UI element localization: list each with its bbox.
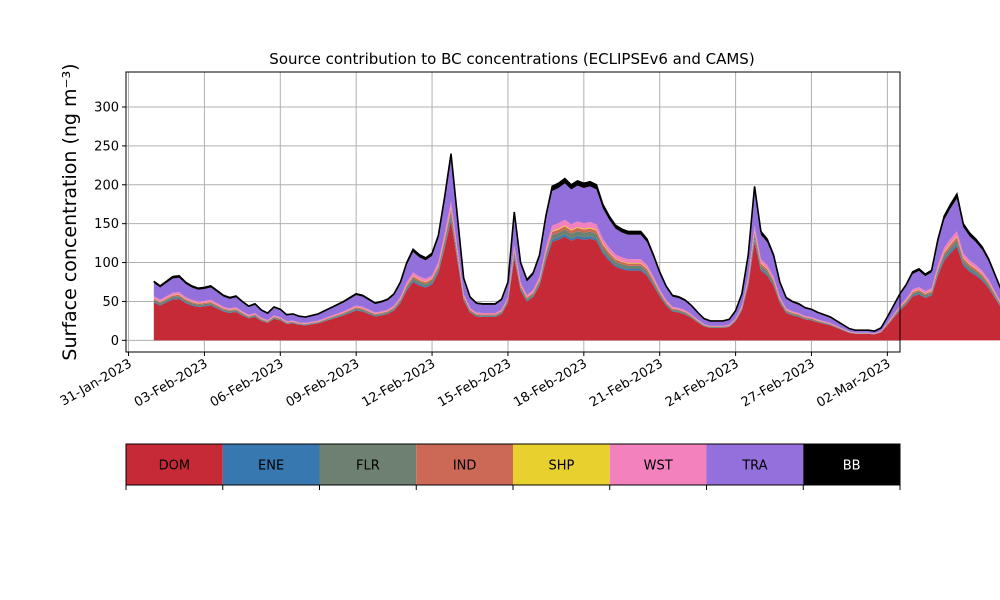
legend-swatch-ind — [416, 444, 513, 485]
legend-label-flr: FLR — [356, 459, 380, 474]
y-tick-label: 0 — [111, 334, 119, 349]
legend-swatch-wst — [609, 444, 707, 485]
y-tick-label: 100 — [94, 256, 119, 271]
legend-label-dom: DOM — [159, 459, 190, 474]
y-tick-label: 250 — [94, 139, 119, 154]
y-tick-label: 300 — [94, 101, 119, 116]
legend-label-tra: TRA — [741, 459, 767, 474]
legend-label-shp: SHP — [548, 459, 574, 474]
legend-label-wst: WST — [644, 459, 673, 474]
total-outline — [153, 153, 1000, 332]
legend-swatch-shp — [513, 444, 610, 485]
stacked-areas — [153, 153, 1000, 341]
legend-swatch-flr — [319, 444, 417, 485]
y-tick-label: 150 — [94, 217, 119, 232]
legend-swatch-ene — [222, 444, 320, 485]
color-legend: DOM ENE FLR IND SHP WST TRA BB — [125, 443, 901, 490]
y-axis-label: Surface concentration (ng m⁻³) — [59, 63, 81, 360]
legend-swatch-dom — [126, 444, 223, 485]
legend-swatch-bb — [803, 444, 900, 485]
plot-frame — [125, 71, 901, 353]
y-tick-label: 200 — [94, 178, 119, 193]
series-area-tra — [153, 159, 1000, 334]
legend-label-bb: BB — [843, 459, 861, 474]
chart-title: Source contribution to BC concentrations… — [269, 50, 754, 68]
series-area-dom — [153, 220, 1000, 341]
legend-label-ene: ENE — [258, 459, 284, 474]
y-tick-label: 50 — [102, 295, 119, 310]
legend-label-ind: IND — [453, 459, 477, 474]
legend-swatch-tra — [706, 444, 804, 485]
